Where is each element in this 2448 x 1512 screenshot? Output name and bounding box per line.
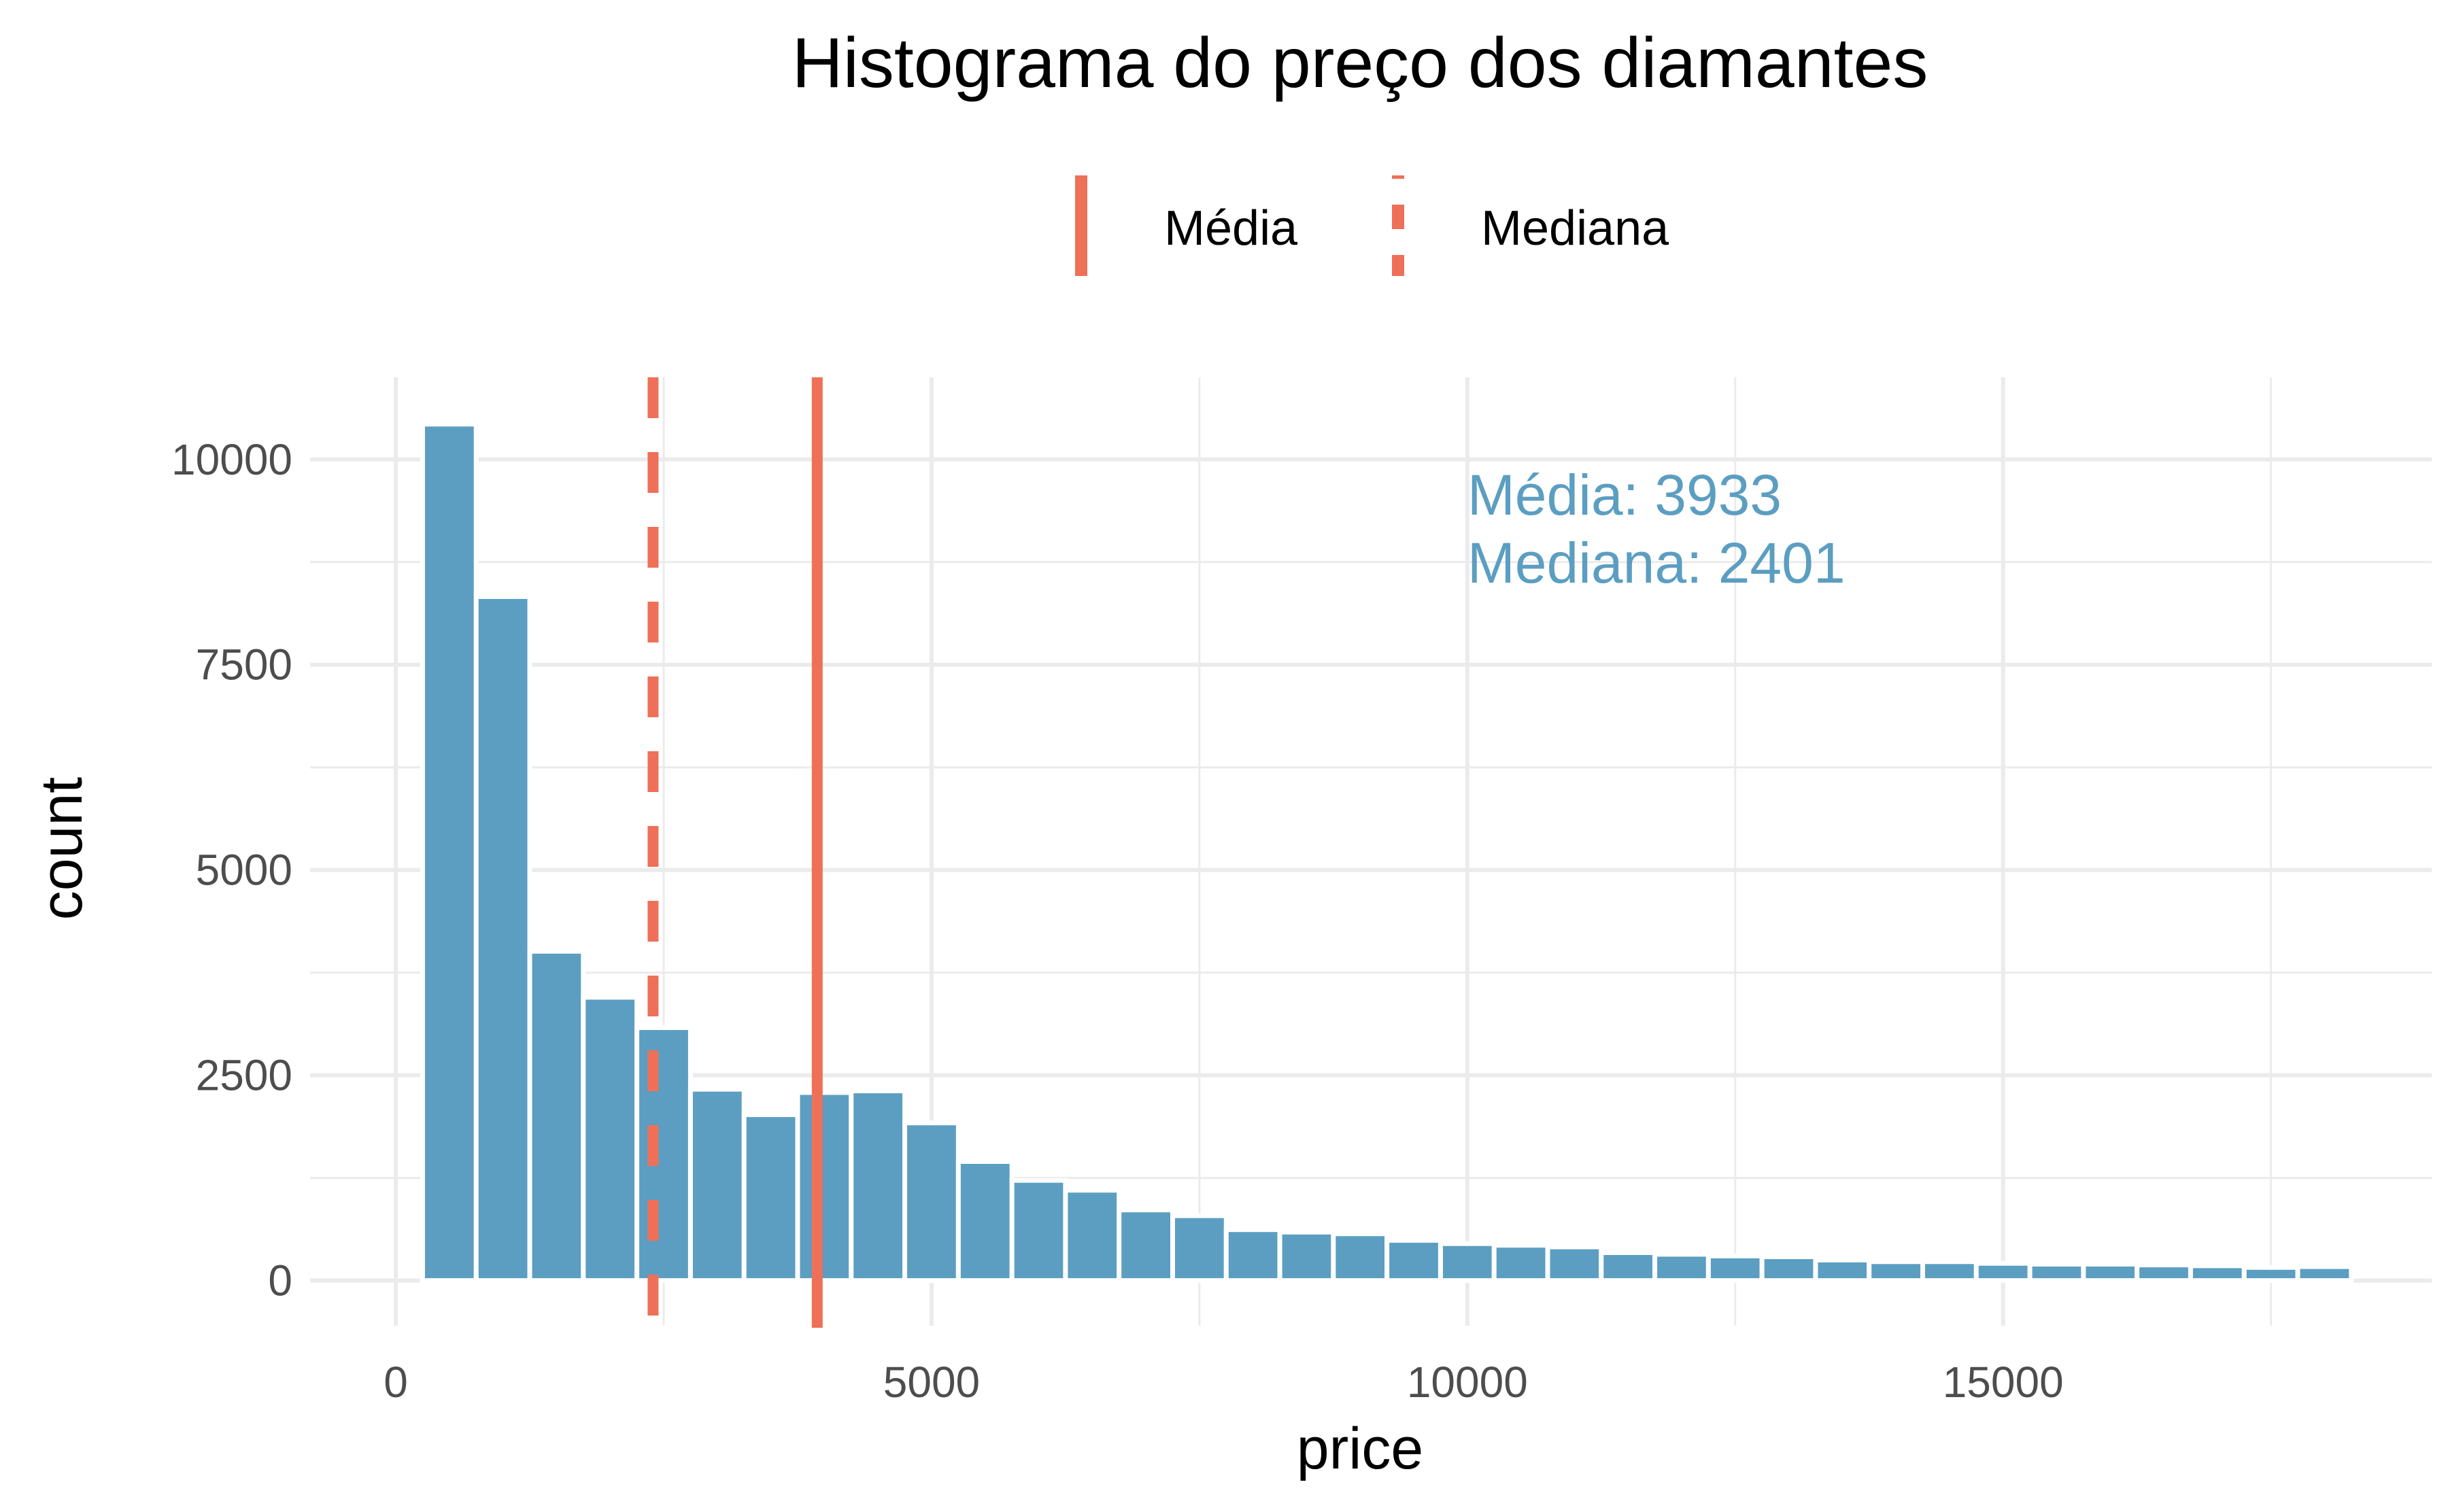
histogram-bar: [1867, 1259, 1926, 1284]
histogram-bar: [955, 1158, 1015, 1284]
legend: Média Mediana: [1075, 175, 1669, 276]
histogram-bar: [1009, 1178, 1068, 1284]
y-tick-label: 0: [268, 1256, 292, 1305]
histogram-bar: [1223, 1227, 1282, 1284]
histogram-bar: [1170, 1213, 1229, 1284]
y-tick-label: 10000: [171, 435, 292, 484]
histogram-bar: [1545, 1244, 1604, 1284]
reference-lines: [647, 377, 823, 1328]
histogram-bar: [795, 1090, 854, 1284]
y-axis-title: count: [29, 777, 95, 920]
histogram-bar: [420, 422, 479, 1284]
histogram-bar: [2241, 1265, 2300, 1284]
histogram-bar: [2027, 1261, 2086, 1284]
histogram-bar: [2081, 1261, 2140, 1284]
x-tick-label: 0: [384, 1358, 408, 1407]
histogram-bar: [527, 948, 586, 1284]
histogram-bar: [1117, 1207, 1175, 1284]
histogram-bar: [1705, 1253, 1765, 1284]
annotation-median-text: Mediana: 2401: [1467, 531, 1846, 595]
legend-label-media: Média: [1164, 201, 1298, 256]
histogram-bar: [2188, 1263, 2247, 1284]
histogram-bar: [1277, 1229, 1336, 1284]
legend-label-mediana: Mediana: [1481, 201, 1669, 256]
histogram-bar: [2295, 1264, 2354, 1284]
x-tick-label: 10000: [1407, 1358, 1528, 1407]
annotation-mean-text: Média: 3933: [1467, 463, 1782, 527]
histogram-bar: [1652, 1252, 1711, 1284]
histogram-bar: [1759, 1254, 1818, 1284]
histogram-bar: [1063, 1188, 1122, 1284]
histogram-bar: [1384, 1237, 1443, 1284]
histogram-bar: [1973, 1260, 2033, 1284]
chart-title: Histograma do preço dos diamantes: [792, 24, 1928, 103]
x-axis-title: price: [1297, 1416, 1423, 1481]
histogram-bar: [1331, 1231, 1390, 1284]
bars: [420, 422, 2354, 1284]
x-tick-label: 15000: [1943, 1358, 2064, 1407]
histogram-bar: [741, 1112, 800, 1284]
x-tick-label: 5000: [883, 1358, 980, 1407]
axes: 0 5000 10000 15000 0 2500 5000 7500 10000: [171, 435, 2064, 1407]
histogram-bar: [1599, 1250, 1658, 1284]
histogram-bar: [902, 1120, 961, 1284]
histogram-bar: [2135, 1262, 2193, 1284]
histogram-bar: [1813, 1257, 1872, 1284]
y-tick-label: 2500: [196, 1051, 292, 1100]
histogram-bar: [1920, 1259, 1979, 1284]
y-tick-label: 5000: [196, 846, 292, 895]
histogram-bar: [849, 1088, 908, 1284]
histogram-bar: [581, 995, 640, 1284]
y-tick-label: 7500: [196, 640, 292, 689]
histogram-bar: [687, 1086, 747, 1284]
histogram-bar: [1491, 1243, 1550, 1284]
histogram-bar: [1438, 1241, 1497, 1284]
histogram-bar: [473, 594, 532, 1284]
histogram-bar: [634, 1025, 693, 1284]
